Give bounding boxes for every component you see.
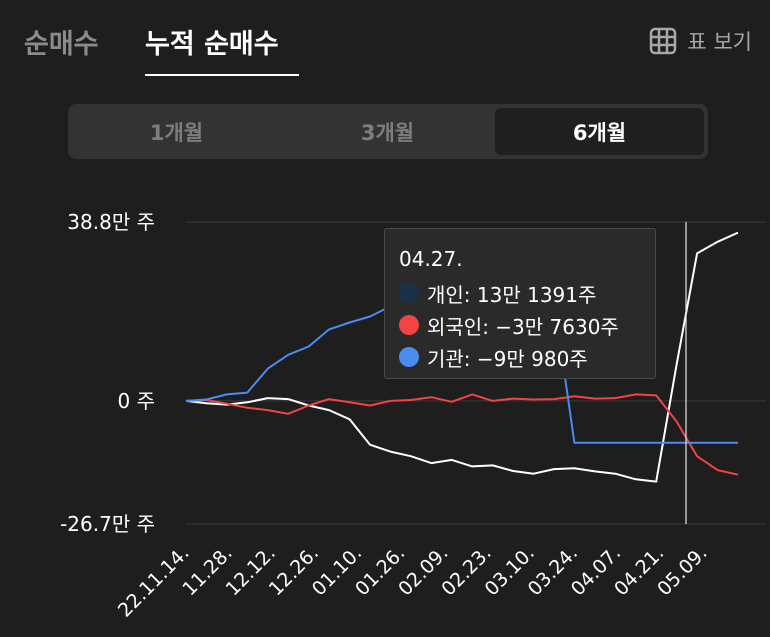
series-line-외국인	[185, 393, 739, 476]
tooltip-row-foreign: 외국인: −3만 7630주	[399, 309, 641, 341]
tab-cumulative-net-buy[interactable]: 누적 순매수	[145, 29, 279, 60]
chart-tooltip: 04.27. 개인: 13만 1391주 외국인: −3만 7630주 기관: …	[384, 228, 656, 379]
tooltip-institution-value: 기관: −9만 980주	[427, 346, 588, 371]
y-tick-label: 0 주	[118, 389, 155, 413]
tab-net-buy[interactable]: 순매수	[24, 29, 99, 60]
tooltip-foreign-value: 외국인: −3만 7630주	[427, 314, 619, 339]
tooltip-individual-value: 개인: 13만 1391주	[427, 282, 597, 307]
tooltip-row-individual: 개인: 13만 1391주	[399, 277, 641, 309]
foreign-color-dot	[399, 315, 419, 335]
table-view-label: 표 보기	[687, 30, 752, 54]
y-tick-label: 38.8만 주	[67, 210, 155, 234]
period-3-months[interactable]: 3개월	[360, 120, 415, 145]
active-tab-underline	[145, 74, 299, 76]
period-6-months[interactable]: 6개월	[495, 108, 704, 155]
period-selector: 1개월 3개월 6개월	[68, 104, 708, 159]
period-1-month[interactable]: 1개월	[149, 120, 204, 145]
series-line-개인	[185, 231, 739, 483]
table-grid-icon	[650, 27, 677, 55]
institution-color-dot	[399, 347, 419, 367]
y-tick-label: -26.7만 주	[60, 512, 155, 536]
tooltip-row-institution: 기관: −9만 980주	[399, 341, 641, 373]
tooltip-date: 04.27.	[399, 247, 463, 271]
table-view-button[interactable]: 표 보기	[649, 26, 752, 56]
individual-color-dot	[399, 283, 419, 303]
x-tick-label: 05.09.	[653, 542, 711, 600]
